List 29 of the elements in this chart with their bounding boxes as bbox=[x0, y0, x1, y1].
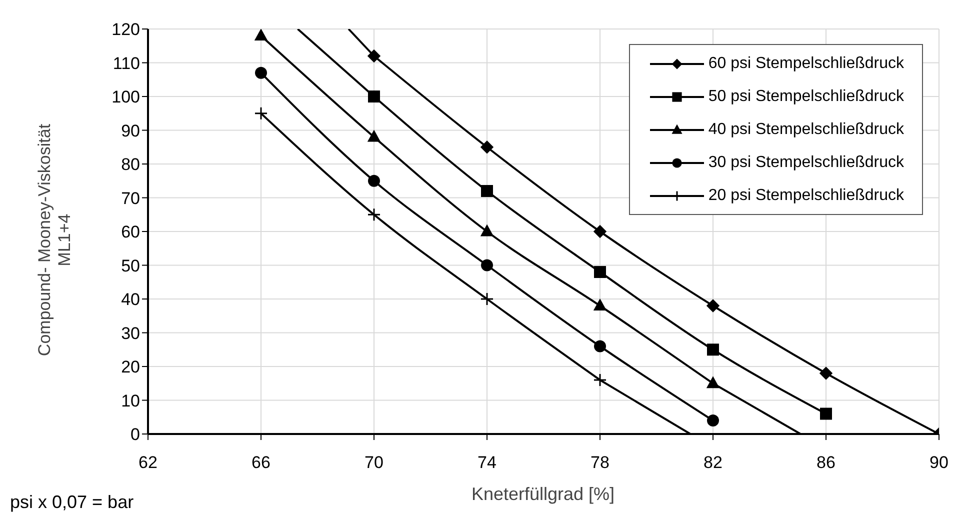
y-tick-label: 0 bbox=[130, 425, 140, 444]
y-tick-label: 110 bbox=[112, 54, 140, 73]
y-tick-label: 80 bbox=[121, 155, 140, 174]
x-tick-label: 90 bbox=[930, 453, 948, 472]
x-tick-label: 66 bbox=[252, 453, 270, 472]
y-tick-label: 40 bbox=[121, 290, 140, 310]
y-tick-label: 120 bbox=[112, 20, 140, 40]
x-tick-label: 74 bbox=[478, 453, 496, 472]
legend-label: 50 psi Stempelschließdruck bbox=[708, 88, 904, 106]
y-tick-label: 70 bbox=[121, 188, 140, 208]
legend-label: 60 psi Stempelschließdruck bbox=[708, 54, 904, 72]
x-tick-label: 86 bbox=[816, 453, 836, 472]
y-tick-label: 30 bbox=[121, 324, 140, 343]
legend-label: 40 psi Stempelschließdruck bbox=[708, 120, 904, 138]
y-tick-label: 90 bbox=[121, 121, 140, 140]
x-tick-label: 82 bbox=[704, 453, 722, 472]
text: psi x 0,07 = bar bbox=[10, 492, 134, 512]
y-tick-label: 50 bbox=[121, 256, 140, 276]
legend-label: 30 psi Stempelschließdruck bbox=[708, 154, 904, 172]
y-tick-label: 100 bbox=[112, 88, 140, 107]
x-tick-label: 70 bbox=[364, 453, 384, 472]
x-axis-title: Kneterfüllgrad [%] bbox=[471, 484, 615, 504]
x-tick-label: 78 bbox=[590, 453, 610, 472]
y-axis-title: Compound- Mooney-Viskosität ML1+4 bbox=[35, 124, 74, 356]
y-tick-label: 10 bbox=[121, 391, 140, 410]
legend-label: 20 psi Stempelschließdruck bbox=[708, 186, 904, 204]
x-tick-label: 62 bbox=[138, 453, 158, 472]
y-tick-label: 20 bbox=[121, 358, 140, 377]
y-tick-label: 60 bbox=[121, 222, 140, 242]
